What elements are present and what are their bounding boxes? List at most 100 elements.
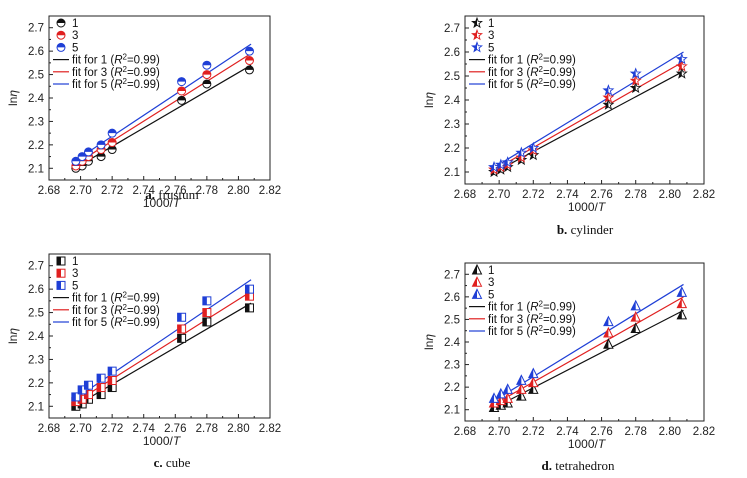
legend-label-fit-3: fit for 3 (R2=0.99): [488, 64, 576, 79]
data-point-series-5: [83, 147, 93, 157]
y-axis-label: lnη: [6, 328, 20, 344]
y-tick-label: 2.3: [28, 116, 44, 128]
data-point-series-3: [244, 56, 254, 66]
y-tick-label: 2.1: [444, 167, 460, 179]
legend-label-fit-1: fit for 1 (R2=0.99): [488, 52, 576, 67]
data-point-series-5: [202, 60, 212, 70]
data-point-series-5: [630, 299, 642, 311]
x-tick-label: 2.82: [259, 185, 281, 197]
chart-panel-1: 2.68 2.70 2.72 2.74 2.76 2.78 2.80 2.82 2.1 2.2 2.…: [6, 15, 281, 210]
data-point-series-1: [244, 65, 254, 75]
y-tick-label: 2.4: [444, 337, 461, 349]
y-tick-label: 2.7: [444, 23, 460, 35]
data-point-series-3: [96, 383, 106, 393]
x-tick-label: 2.70: [69, 423, 91, 435]
chart-panel-4: 2.68 2.70 2.72 2.74 2.76 2.78 2.80 2.82 2.1 2.2 2.…: [422, 262, 715, 473]
x-tick-label: 2.78: [625, 426, 647, 438]
y-tick-label: 2.5: [28, 70, 44, 82]
y-tick-label: 2.7: [444, 269, 460, 281]
x-tick-label: 2.74: [556, 189, 579, 201]
panel-caption: c. cube: [154, 455, 191, 470]
data-point-series-5: [244, 284, 254, 294]
legend-label-fit-1: fit for 1 (R2=0.99): [488, 299, 576, 314]
data-point-series-3: [630, 311, 642, 322]
x-tick-label: 2.68: [38, 185, 60, 197]
data-point-series-5: [77, 385, 87, 395]
legend-label-3: 3: [488, 30, 494, 42]
x-tick-label: 2.80: [659, 189, 681, 201]
data-point-series-3: [107, 376, 117, 386]
y-axis-label: lnη: [422, 92, 436, 108]
data-point-series-1: [527, 148, 540, 161]
y-tick-label: 2.2: [444, 382, 460, 394]
legend-marker-1: [56, 18, 66, 28]
legend-label-5: 5: [488, 42, 494, 54]
y-tick-label: 2.2: [444, 143, 460, 155]
data-point-series-3: [83, 390, 93, 400]
data-point-series-3: [602, 91, 615, 103]
data-point-series-3: [527, 376, 539, 388]
y-tick-label: 2.2: [28, 378, 44, 390]
x-tick-label: 2.78: [625, 189, 647, 201]
data-point-series-5: [676, 286, 688, 297]
y-axis-label: lnη: [6, 90, 20, 106]
x-tick-label: 2.74: [133, 185, 156, 197]
x-tick-label: 2.74: [556, 426, 579, 438]
data-point-series-3: [516, 383, 527, 394]
x-tick-label: 2.68: [454, 189, 476, 201]
x-axis-label: 1000/T: [143, 434, 182, 448]
x-tick-label: 2.82: [693, 189, 715, 201]
y-tick-label: 2.1: [28, 163, 44, 175]
legend-marker-3: [56, 268, 66, 278]
x-tick-label: 2.78: [196, 185, 218, 197]
data-point-series-5: [83, 380, 93, 390]
x-tick-label: 2.76: [590, 426, 612, 438]
legend-label-fit-3: fit for 3 (R2=0.99): [488, 311, 576, 326]
data-point-series-5: [527, 367, 539, 379]
data-point-series-3: [177, 324, 187, 334]
data-point-series-5: [202, 296, 212, 306]
data-point-series-5: [527, 141, 540, 154]
x-tick-label: 2.72: [522, 426, 544, 438]
data-point-series-1: [177, 333, 187, 343]
data-point-series-5: [177, 312, 187, 322]
legend-label-1: 1: [72, 18, 78, 30]
data-point-series-5: [71, 392, 81, 402]
x-tick-label: 2.76: [164, 423, 186, 435]
legend-label-3: 3: [488, 277, 494, 289]
x-tick-label: 2.70: [488, 189, 510, 201]
x-tick-label: 2.82: [259, 423, 281, 435]
y-tick-label: 2.6: [444, 292, 460, 304]
x-axis-label: 1000/T: [143, 196, 182, 210]
data-point-series-5: [96, 140, 106, 150]
data-point-series-5: [244, 46, 254, 56]
chart-panel-2: 2.68 2.70 2.72 2.74 2.76 2.78 2.80 2.82 2.1 2.2 2.…: [422, 15, 715, 237]
legend-marker-5: [471, 41, 483, 53]
data-point-series-1: [602, 98, 615, 110]
y-tick-label: 2.1: [28, 401, 44, 413]
y-axis-label: lnη: [422, 334, 436, 350]
x-tick-label: 2.80: [227, 185, 249, 197]
data-point-series-3: [603, 326, 614, 338]
data-point-series-5: [177, 77, 187, 87]
y-tick-label: 2.4: [444, 95, 461, 107]
data-point-series-1: [629, 81, 642, 94]
data-point-series-3: [202, 308, 212, 318]
x-tick-label: 2.78: [196, 423, 218, 435]
data-point-series-5: [107, 128, 117, 138]
data-point-series-5: [502, 383, 513, 394]
legend-label-fit-1: fit for 1 (R2=0.99): [72, 52, 160, 67]
legend-marker-5: [56, 280, 66, 290]
legend-label-3: 3: [72, 268, 78, 280]
x-tick-label: 2.76: [164, 185, 186, 197]
y-tick-label: 2.3: [444, 360, 460, 372]
data-point-series-5: [488, 160, 501, 173]
legend-marker-5: [471, 288, 483, 299]
data-point-series-1: [675, 67, 688, 79]
y-tick-label: 2.3: [28, 354, 44, 366]
data-point-series-3: [107, 138, 117, 148]
data-point-series-5: [501, 156, 514, 168]
legend-marker-1: [471, 16, 483, 29]
legend-label-fit-5: fit for 5 (R2=0.99): [488, 77, 576, 92]
